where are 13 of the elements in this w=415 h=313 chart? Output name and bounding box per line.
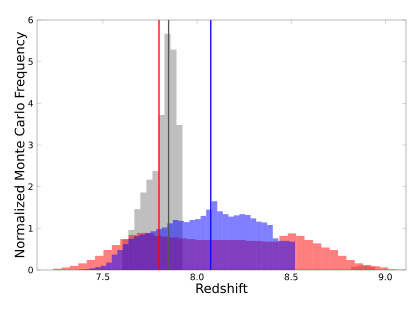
x-tick-label: 8.5 (284, 274, 298, 280)
y-tick-label: 5 (28, 58, 33, 65)
x-tick-label: 8.0 (190, 274, 204, 280)
x-tick-label: 9.0 (378, 274, 392, 280)
y-tick-label: 6 (28, 16, 33, 24)
x-axis-title: Redshift (196, 283, 248, 294)
y-tick-label: 4 (28, 100, 33, 107)
y-tick-label: 2 (28, 183, 33, 190)
y-tick-label: 3 (28, 142, 33, 148)
y-tick-label: 0 (28, 266, 33, 274)
x-tick-label: 7.5 (96, 274, 110, 280)
y-tick-label: 1 (28, 225, 33, 232)
y-axis-title: Normalized Monte Carlo Frequency (14, 32, 27, 258)
